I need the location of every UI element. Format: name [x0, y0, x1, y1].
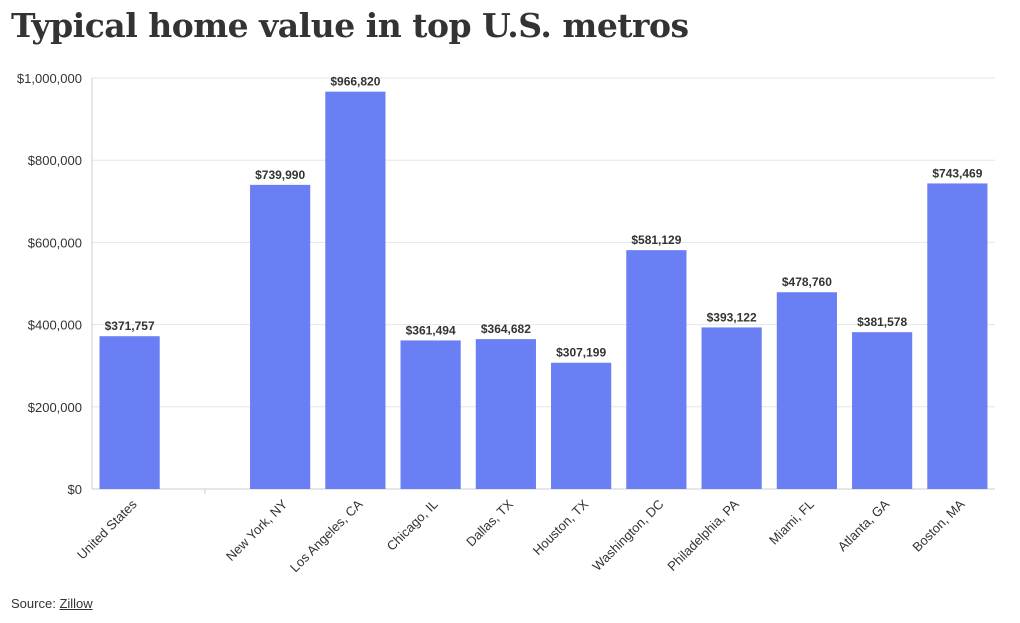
y-tick-label: $0	[68, 482, 82, 497]
x-tick-label: Washington, DC	[589, 497, 666, 574]
value-label: $581,129	[631, 233, 681, 247]
value-label: $393,122	[707, 310, 757, 324]
chart-title: Typical home value in top U.S. metros	[11, 6, 689, 45]
bar	[701, 327, 762, 489]
value-label: $307,199	[556, 346, 606, 360]
value-labels: $371,757 $739,990 $966,820 $361,494 $364,682…	[105, 75, 983, 360]
bar	[250, 184, 311, 489]
value-label: $966,820	[330, 75, 380, 89]
source-link[interactable]: Zillow	[59, 596, 93, 611]
bar	[400, 340, 461, 489]
x-tick-label: Dallas, TX	[463, 496, 516, 549]
bar	[776, 292, 837, 489]
x-tick-label: Houston, TX	[530, 496, 592, 558]
y-tick-label: $800,000	[28, 153, 82, 168]
value-label: $371,757	[105, 319, 155, 333]
bar	[99, 336, 160, 489]
y-tick-label: $200,000	[28, 400, 82, 415]
x-tick-label: United States	[74, 496, 140, 562]
x-tick-label: Atlanta, GA	[835, 496, 893, 554]
x-tick-label: New York, NY	[223, 496, 291, 564]
y-tick-label: $1,000,000	[17, 71, 82, 86]
x-tick-label: Chicago, IL	[384, 497, 441, 554]
source-note: Source: Zillow	[11, 596, 93, 611]
y-tick-label: $600,000	[28, 235, 82, 250]
x-tick-label: Philadelphia, PA	[664, 496, 742, 574]
x-tick-label: Miami, FL	[766, 497, 817, 548]
bars	[99, 91, 988, 490]
grid-lines	[91, 77, 995, 490]
value-label: $381,578	[857, 315, 907, 329]
value-label: $743,469	[932, 166, 982, 180]
bar	[927, 183, 988, 489]
x-tick-label: Boston, MA	[909, 496, 967, 554]
x-tick-label: Los Angeles, CA	[287, 496, 366, 575]
value-label: $364,682	[481, 322, 531, 336]
bar	[475, 339, 536, 489]
bar	[626, 250, 687, 489]
value-label: $361,494	[406, 323, 456, 337]
value-label: $478,760	[782, 275, 832, 289]
bar	[325, 91, 386, 490]
y-tick-label: $400,000	[28, 318, 82, 333]
y-axis-ticks: $0 $200,000 $400,000 $600,000 $800,000 $1,000…	[17, 71, 82, 497]
value-label: $739,990	[255, 168, 305, 182]
bar	[551, 362, 612, 489]
source-label: Source:	[11, 596, 56, 611]
bar	[852, 332, 913, 489]
